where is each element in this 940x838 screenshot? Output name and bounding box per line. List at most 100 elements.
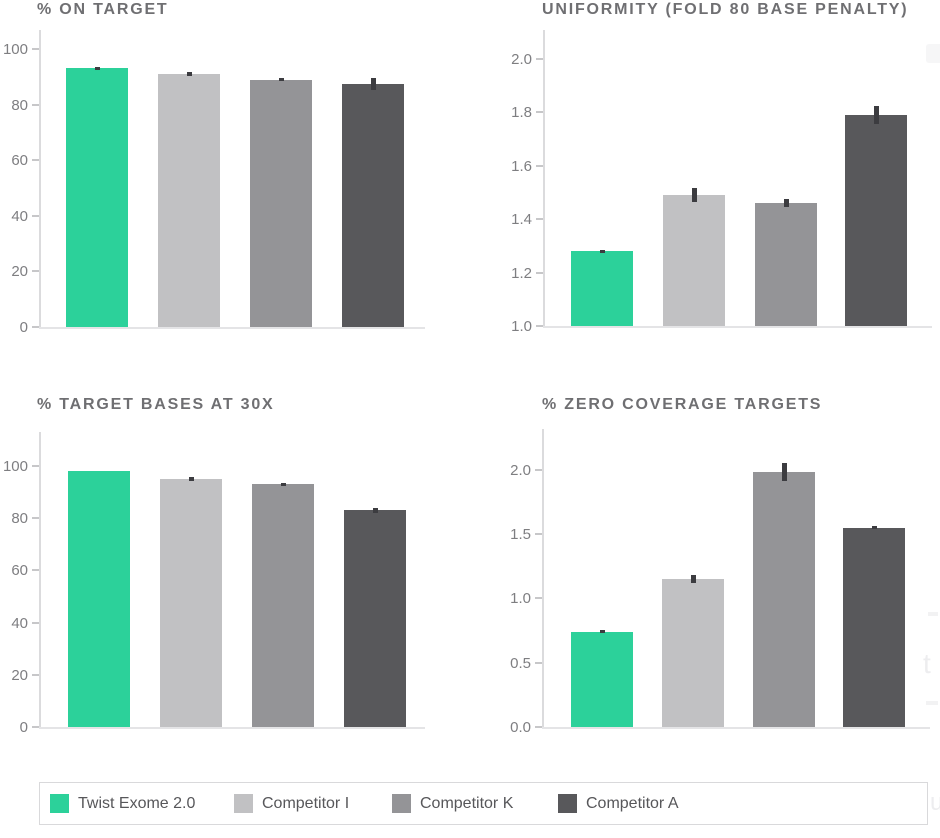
y-tick-label: 1.0 xyxy=(510,590,531,608)
y-tick-mark xyxy=(535,661,542,664)
error-bar xyxy=(691,188,697,202)
error-bar xyxy=(372,507,378,513)
bar-competitor-i xyxy=(662,578,724,727)
legend-item-competitor-k: Competitor K xyxy=(392,783,513,824)
edge-artifact-glyph-u: u xyxy=(930,789,940,816)
y-tick-mark xyxy=(536,271,543,274)
bar-competitor-k xyxy=(250,79,312,327)
bar-competitor-k xyxy=(753,472,815,727)
y-tick-mark xyxy=(536,218,543,221)
legend-label: Competitor A xyxy=(586,794,679,812)
edge-artifact-dash xyxy=(928,612,938,616)
y-tick-label: 0.5 xyxy=(510,654,531,672)
x-axis-line xyxy=(542,727,930,729)
x-axis-line xyxy=(39,327,425,329)
bar-twist-exome-2-0 xyxy=(68,471,130,727)
bar-competitor-k xyxy=(252,484,314,727)
error-bar xyxy=(599,630,605,634)
y-tick-mark xyxy=(32,270,39,273)
chart-title: UNIFORMITY (FOLD 80 BASE PENALTY) xyxy=(542,1,909,18)
error-bar xyxy=(370,77,376,90)
y-tick-label: 100 xyxy=(2,458,28,475)
y-axis-line xyxy=(543,30,545,328)
y-tick-mark xyxy=(535,532,542,535)
error-bar xyxy=(781,463,787,482)
legend-swatch-twist-exome-2-0 xyxy=(50,794,69,813)
y-tick-mark xyxy=(535,468,542,471)
y-tick-mark xyxy=(32,726,39,728)
legend-label: Competitor I xyxy=(262,794,350,812)
y-tick-label: 1.5 xyxy=(510,525,531,543)
legend-item-competitor-a: Competitor A xyxy=(558,783,678,824)
x-axis-line xyxy=(543,326,932,328)
y-tick-label: 1.8 xyxy=(511,104,532,122)
y-tick-mark xyxy=(32,517,39,520)
y-tick-mark xyxy=(536,164,543,167)
edge-artifact-square xyxy=(926,44,940,63)
y-tick-mark xyxy=(32,103,39,106)
y-tick-label: 1.0 xyxy=(511,318,532,335)
bar-competitor-a xyxy=(344,510,406,727)
y-tick-label: 0.0 xyxy=(510,719,531,736)
edge-artifact-dash xyxy=(926,701,938,705)
legend-item-twist-exome-2-0: Twist Exome 2.0 xyxy=(50,783,195,824)
chart-title: % ON TARGET xyxy=(37,1,169,18)
y-tick-label: 2.0 xyxy=(510,461,531,479)
y-tick-label: 1.2 xyxy=(511,264,532,282)
y-axis-line xyxy=(39,432,41,729)
error-bar xyxy=(188,477,194,481)
y-tick-label: 80 xyxy=(11,96,28,114)
legend-label: Competitor K xyxy=(420,794,514,812)
error-bar xyxy=(94,66,100,70)
y-tick-mark xyxy=(535,726,542,728)
bar-competitor-a xyxy=(843,527,905,727)
y-tick-mark xyxy=(536,111,543,114)
error-bar xyxy=(186,72,192,76)
bar-twist-exome-2-0 xyxy=(66,68,128,327)
error-bar xyxy=(278,77,284,82)
y-tick-mark xyxy=(536,325,543,327)
legend: Twist Exome 2.0 Competitor I Competitor … xyxy=(39,782,928,825)
bar-competitor-i xyxy=(158,74,220,327)
y-tick-mark xyxy=(32,621,39,624)
y-tick-mark xyxy=(32,465,39,467)
y-tick-label: 2.0 xyxy=(511,51,532,68)
bar-competitor-i xyxy=(663,195,725,326)
error-bar xyxy=(599,249,605,253)
y-tick-mark xyxy=(32,326,39,328)
y-tick-label: 60 xyxy=(11,152,28,170)
legend-label: Twist Exome 2.0 xyxy=(78,794,196,812)
y-tick-mark xyxy=(32,569,39,572)
y-tick-label: 1.6 xyxy=(511,157,532,175)
y-tick-mark xyxy=(32,159,39,162)
x-axis-line xyxy=(39,727,425,729)
y-tick-label: 1.4 xyxy=(511,211,532,229)
legend-swatch-competitor-k xyxy=(392,794,411,813)
y-tick-label: 0 xyxy=(19,319,28,336)
legend-swatch-competitor-i xyxy=(234,794,253,813)
y-tick-mark xyxy=(32,214,39,217)
error-bar xyxy=(871,525,877,530)
bar-competitor-a xyxy=(342,83,404,327)
bar-competitor-k xyxy=(755,203,817,326)
edge-artifact-glyph-t: t xyxy=(923,648,931,679)
error-bar xyxy=(873,105,879,125)
error-bar xyxy=(783,199,789,208)
legend-item-competitor-i: Competitor I xyxy=(234,783,349,824)
y-tick-label: 0 xyxy=(19,719,28,736)
y-tick-label: 60 xyxy=(11,562,28,580)
bar-twist-exome-2-0 xyxy=(571,631,633,727)
error-bar xyxy=(690,575,696,583)
bar-competitor-i xyxy=(160,479,222,727)
y-tick-label: 100 xyxy=(2,41,28,58)
y-axis-line xyxy=(542,429,544,729)
bar-competitor-a xyxy=(845,115,907,326)
chart-title: % ZERO COVERAGE TARGETS xyxy=(542,396,823,413)
y-tick-label: 40 xyxy=(11,614,28,632)
y-tick-mark xyxy=(32,673,39,676)
